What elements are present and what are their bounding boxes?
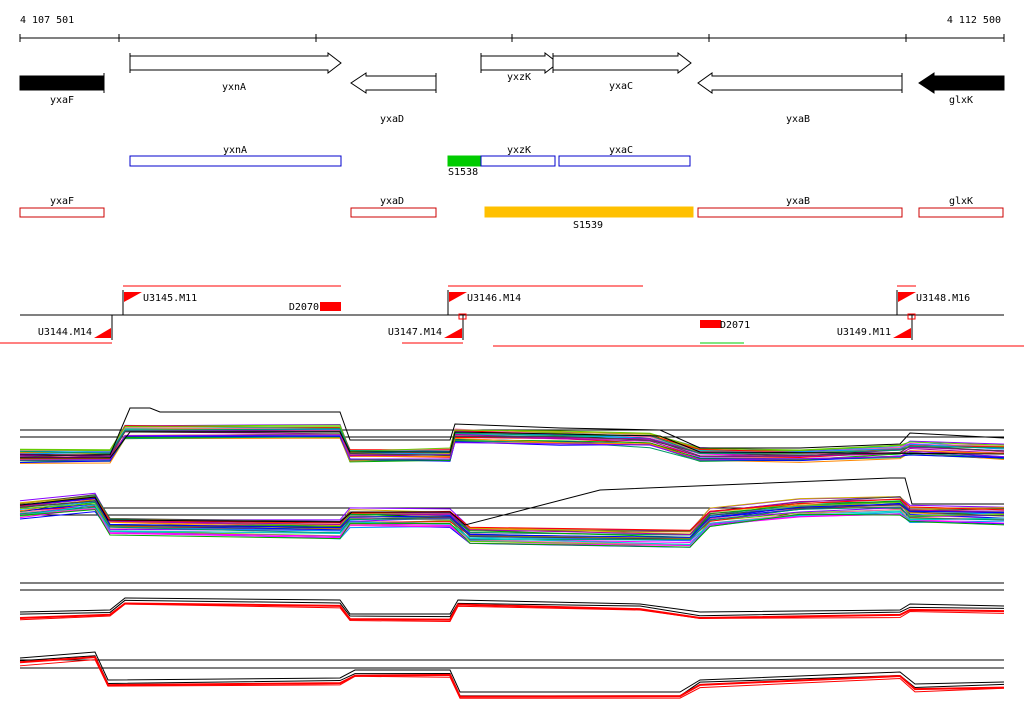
segment-box-yxaB[interactable] bbox=[697, 207, 903, 218]
profile-line bbox=[19, 602, 1005, 621]
gene-arrow-yxnA[interactable]: yxnA bbox=[129, 51, 342, 93]
segment-box-yxaD[interactable] bbox=[350, 207, 437, 218]
profile-line bbox=[19, 509, 1005, 548]
gene-arrow-glxK[interactable]: glxK bbox=[918, 72, 1005, 106]
forward-segments-track: yxnA S1538 yxzK yxaC bbox=[129, 145, 691, 178]
expression-profiles bbox=[19, 407, 1005, 699]
gene-label-yxaF: yxaF bbox=[50, 95, 74, 106]
profile-line bbox=[19, 427, 1005, 453]
profile-line bbox=[19, 500, 1005, 540]
downshift-D2070[interactable]: D2070 bbox=[289, 302, 341, 313]
downshift-label-D2071: D2071 bbox=[720, 320, 750, 331]
profile-line bbox=[19, 506, 1005, 542]
profile-line bbox=[19, 659, 1005, 699]
segment-label-yxaB: yxaB bbox=[786, 196, 810, 207]
profile-line bbox=[19, 428, 1005, 455]
upshift-U3144[interactable]: U3144.M14 bbox=[0, 315, 113, 344]
upshift-label-U3149: U3149.M11 bbox=[837, 327, 891, 338]
reverse-segments-track: yxaF yxaD S1539 yxaB glxK bbox=[19, 196, 1004, 231]
gene-arrow-yxaB[interactable]: yxaB bbox=[697, 72, 903, 125]
upshift-label-U3144: U3144.M14 bbox=[38, 327, 92, 338]
segment-label-S1539: S1539 bbox=[573, 220, 603, 231]
annotated-genes-track: yxaF yxnA yxaD yxzK yxaC yxaB bbox=[19, 51, 1005, 125]
segment-label-S1538: S1538 bbox=[448, 167, 478, 178]
downshift-label-D2070: D2070 bbox=[289, 302, 319, 313]
segment-box-glxK[interactable] bbox=[918, 207, 1004, 218]
upshift-label-U3145: U3145.M11 bbox=[143, 293, 197, 304]
upshift-U3145[interactable]: U3145.M11 bbox=[122, 285, 341, 315]
segment-box-yxnA[interactable] bbox=[129, 155, 342, 167]
gene-label-yxaD: yxaD bbox=[380, 114, 404, 125]
profile-line bbox=[19, 504, 1005, 545]
segment-box-S1539[interactable] bbox=[484, 206, 694, 218]
profile-line bbox=[20, 407, 1005, 456]
profile-line bbox=[19, 656, 1005, 698]
gene-label-yxnA: yxnA bbox=[222, 82, 246, 93]
downshift-D2071[interactable]: D2071 bbox=[700, 320, 750, 344]
gene-label-glxK: glxK bbox=[949, 95, 973, 106]
segment-label-yxnA: yxnA bbox=[223, 145, 247, 156]
segment-box-S1538[interactable] bbox=[447, 155, 482, 167]
end-coordinate-label: 4 112 500 bbox=[947, 15, 1001, 26]
segment-label-yxzK: yxzK bbox=[507, 145, 531, 156]
profile-line bbox=[19, 597, 1005, 615]
profile-line bbox=[19, 497, 1005, 538]
gene-arrow-yxzK[interactable]: yxzK bbox=[480, 51, 559, 83]
upshift-label-U3146: U3146.M14 bbox=[467, 293, 521, 304]
upshift-U3147[interactable]: U3147.M14 bbox=[388, 313, 467, 344]
segment-label-yxaF: yxaF bbox=[50, 196, 74, 207]
upshift-label-U3147: U3147.M14 bbox=[388, 327, 442, 338]
profile-line bbox=[19, 436, 1005, 464]
start-coordinate-label: 4 107 501 bbox=[20, 15, 74, 26]
shift-track: U3145.M11 U3146.M14 U3148.M16 U3144.M14 bbox=[0, 285, 1024, 347]
upshift-U3149[interactable]: U3149.M11 bbox=[493, 313, 1024, 347]
segment-label-glxK: glxK bbox=[949, 196, 973, 207]
profile-line bbox=[19, 506, 1005, 541]
segment-box-yxaF[interactable] bbox=[19, 207, 105, 218]
upshift-U3146[interactable]: U3146.M14 bbox=[447, 285, 643, 315]
coordinate-ruler: 4 107 501 4 112 500 bbox=[19, 15, 1005, 42]
segment-box-yxaC[interactable] bbox=[558, 155, 691, 167]
upshift-label-U3148: U3148.M16 bbox=[916, 293, 970, 304]
profile-line bbox=[19, 603, 1005, 623]
gene-arrow-yxaD[interactable]: yxaD bbox=[350, 72, 437, 125]
gene-label-yxaC: yxaC bbox=[609, 81, 633, 92]
upshift-U3148[interactable]: U3148.M16 bbox=[896, 285, 970, 315]
profile-line bbox=[19, 434, 1005, 461]
segment-label-yxaD: yxaD bbox=[380, 196, 404, 207]
gene-arrow-yxaC[interactable]: yxaC bbox=[552, 51, 692, 92]
profile-line bbox=[19, 477, 1004, 526]
profile-line bbox=[19, 651, 1005, 693]
gene-label-yxaB: yxaB bbox=[786, 114, 810, 125]
profile-line bbox=[19, 599, 1005, 618]
profile-line bbox=[20, 431, 1005, 459]
gene-label-yxzK: yxzK bbox=[507, 72, 531, 83]
profile-line bbox=[19, 655, 1005, 697]
segment-label-yxaC: yxaC bbox=[609, 145, 633, 156]
gene-arrow-yxaF[interactable]: yxaF bbox=[19, 73, 105, 106]
profile-line bbox=[19, 426, 1005, 452]
segment-box-yxzK[interactable] bbox=[480, 155, 556, 167]
